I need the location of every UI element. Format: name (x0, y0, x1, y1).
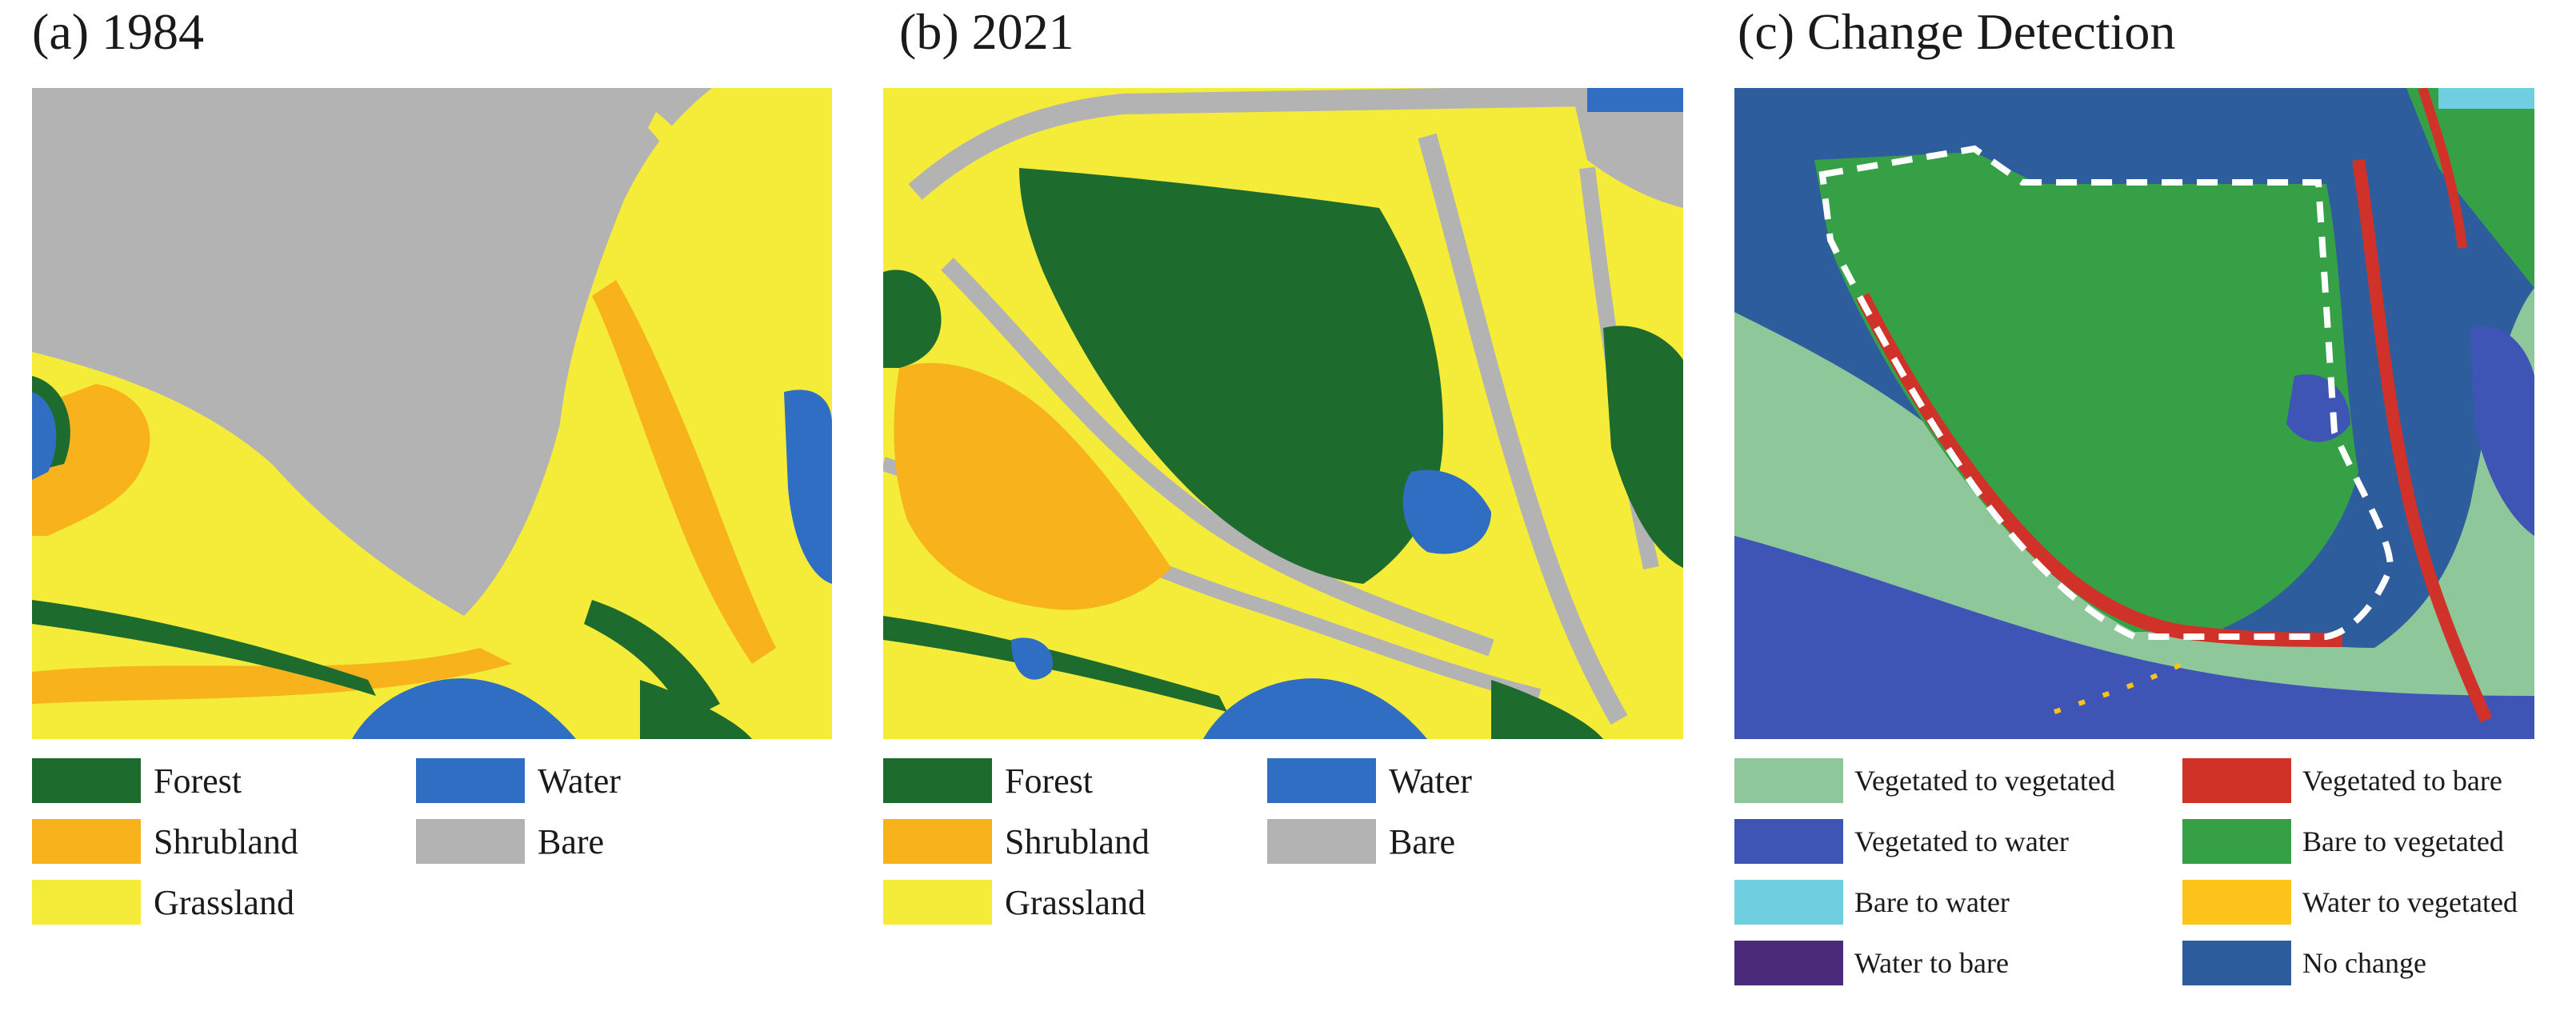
legend-label: Forest (1005, 761, 1093, 801)
veg-to-water-swatch (1734, 819, 1843, 864)
legend-label: Grassland (1005, 882, 1146, 922)
legend-label: Water to vegetated (2302, 886, 2518, 918)
water-bottom (1203, 678, 1427, 739)
bare-to-water-patch (2438, 88, 2534, 109)
veg-to-bare-swatch (2182, 758, 2291, 803)
legend-item-bare-to-veg: Bare to vegetated (2182, 819, 2504, 864)
legend-label: Shrubland (1005, 821, 1150, 861)
legend-label: No change (2302, 947, 2426, 979)
shrubland-swatch (32, 819, 141, 864)
forest-swatch (883, 758, 992, 803)
panel-c-title: (c) Change Detection (1738, 3, 2176, 60)
shrubland-region-river (592, 280, 776, 664)
veg-to-water-right (2470, 326, 2534, 536)
forest-left (883, 270, 942, 368)
water-to-veg-swatch (2182, 880, 2291, 925)
legend-item-water: Water (1267, 758, 1472, 803)
legend-item-bare-to-water: Bare to water (1734, 880, 2010, 925)
shrubland-left (894, 362, 1171, 610)
water-swatch (416, 758, 525, 803)
legend-item-grassland: Grassland (883, 880, 1146, 925)
forest-core (1019, 168, 1443, 584)
map-change-detection (1734, 88, 2534, 739)
legend-label: Vegetated to bare (2302, 765, 2502, 797)
legend-label: Bare (538, 821, 605, 861)
bare-to-veg-core (1814, 152, 2358, 632)
shrubland-patch (32, 648, 512, 704)
legend-item-forest: Forest (883, 758, 1093, 803)
grassland-swatch (32, 880, 141, 925)
water-small-left (1011, 637, 1053, 680)
legend-label: Shrubland (154, 821, 298, 861)
forest-swatch (32, 758, 141, 803)
water-left (32, 392, 57, 480)
legend-item-forest: Forest (32, 758, 242, 803)
bare-swatch (1267, 819, 1376, 864)
bare-road-middle (941, 258, 1494, 657)
bare-road-right (1418, 133, 1628, 725)
legend-item-no-change: No change (2182, 941, 2426, 985)
forest-bottom-right (640, 680, 752, 739)
water-right (784, 390, 832, 584)
legend-item-veg-to-water: Vegetated to water (1734, 819, 2069, 864)
panel-b-title: (b) 2021 (899, 3, 1074, 60)
legend-item-grassland: Grassland (32, 880, 294, 925)
no-change-swatch (2182, 941, 2291, 985)
legend-item-bare: Bare (1267, 819, 1455, 864)
forest-strip-bottom (883, 616, 1227, 712)
veg-to-bare-right-2 (2418, 88, 2467, 249)
legend-item-shrubland: Shrubland (883, 819, 1150, 864)
legend-item-veg-to-veg: Vegetated to vegetated (1734, 758, 2115, 803)
forest-right (1603, 326, 1683, 568)
legend-item-water: Water (416, 758, 621, 803)
legend-item-veg-to-bare: Vegetated to bare (2182, 758, 2502, 803)
legend-label: Grassland (154, 882, 294, 922)
legend-item-bare: Bare (416, 819, 604, 864)
legend-label: Bare to vegetated (2302, 825, 2504, 857)
bare-swatch (416, 819, 525, 864)
bare-to-water-swatch (1734, 880, 1843, 925)
water-top-right (1587, 88, 1683, 112)
legend-label: Vegetated to water (1854, 825, 2069, 857)
veg-to-bare-right-1 (2352, 158, 2493, 723)
legend-label: Water to bare (1854, 947, 2009, 979)
map-1984 (32, 88, 832, 739)
water-to-bare-swatch (1734, 941, 1843, 985)
forest-bottom-right (1491, 680, 1603, 739)
shrubland-swatch (883, 819, 992, 864)
grassland-patch-top (648, 112, 736, 248)
veg-to-veg-swatch (1734, 758, 1843, 803)
veg-to-water-band (1734, 536, 2534, 739)
water-swatch (1267, 758, 1376, 803)
water-center (1402, 470, 1491, 554)
water-bottom (352, 678, 576, 739)
forest-strip-river (32, 600, 376, 696)
map-2021 (883, 88, 1683, 739)
legend-label: Bare (1389, 821, 1456, 861)
bare-road-top (908, 88, 1588, 200)
legend-label: Water (538, 761, 621, 801)
legend-label: Forest (154, 761, 242, 801)
bare-to-veg-swatch (2182, 819, 2291, 864)
legend-item-shrubland: Shrubland (32, 819, 298, 864)
grassland-region (32, 88, 832, 739)
dashed-boundary (1818, 145, 2394, 640)
panel-a-title: (a) 1984 (32, 3, 205, 60)
grassland-swatch (883, 880, 992, 925)
bare-top-right (1571, 88, 1683, 208)
legend-item-water-to-veg: Water to vegetated (2182, 880, 2518, 925)
legend-label: Water (1389, 761, 1472, 801)
legend-label: Vegetated to vegetated (1854, 765, 2115, 797)
legend-label: Bare to water (1854, 886, 2010, 918)
forest-patch-right (584, 600, 720, 720)
legend-item-water-to-bare: Water to bare (1734, 941, 2009, 985)
